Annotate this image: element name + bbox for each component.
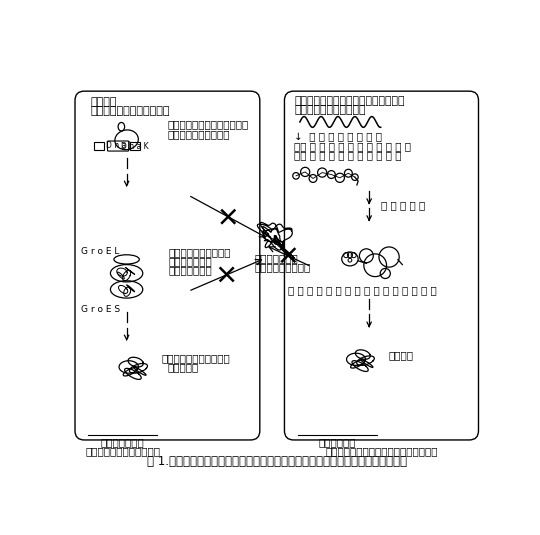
Text: な状態　　のタンパク質: な状態 のタンパク質 <box>294 105 366 115</box>
Text: （不溶性、不活性）: （不溶性、不活性） <box>254 262 310 272</box>
Text: 活性型の構造が: 活性型の構造が <box>169 256 213 266</box>
Text: 不活性タンパク質の活性型への変換過程: 不活性タンパク質の活性型への変換過程 <box>325 446 438 456</box>
Text: 活性型へ: 活性型へ <box>388 350 414 361</box>
Text: D n a J: D n a J <box>106 141 131 150</box>
Text: タンパク質の構造形成過程: タンパク質の構造形成過程 <box>85 446 160 456</box>
Text: 本技術による: 本技術による <box>319 438 356 448</box>
Bar <box>130 142 140 150</box>
Text: G r o E S: G r o E S <box>81 305 120 314</box>
Text: 新しく作られたタンパク質: 新しく作られたタンパク質 <box>90 106 170 116</box>
Text: 細胞内で: 細胞内で <box>90 97 117 108</box>
Text: ランダムな凝集を防止: ランダムな凝集を防止 <box>167 129 230 139</box>
Text: D n a K: D n a K <box>122 142 149 151</box>
Text: 凝 集 を 界 面 活 性 剤 が 阻 止: 凝 集 を 界 面 活 性 剤 が 阻 止 <box>294 150 402 160</box>
Text: 図 1.本技術による活性型への変換過程と生体内における酵素の構造形成との比較: 図 1.本技術による活性型への変換過程と生体内における酵素の構造形成との比較 <box>147 455 407 468</box>
Text: 形成されていく: 形成されていく <box>169 265 213 275</box>
Text: 細胞内の多くの因子が結合し: 細胞内の多くの因子が結合し <box>167 120 248 129</box>
Text: 変性剤により大きく広がったランダム: 変性剤により大きく広がったランダム <box>294 96 405 106</box>
Text: G r o E L: G r o E L <box>81 247 119 256</box>
Text: （活性型）: （活性型） <box>167 362 199 372</box>
Text: 変 性 剤 の 希 釈 に 伴 う 酵 素 の: 変 性 剤 の 希 釈 に 伴 う 酵 素 の <box>294 141 411 151</box>
Text: Ｃ Ａ の 添 加: Ｃ Ａ の 添 加 <box>381 201 425 210</box>
Text: 生体内における: 生体内における <box>101 438 145 448</box>
Text: Ｃ Ａ が 界 面 活 性 剤 を 徐 々 に 取 り 除 く: Ｃ Ａ が 界 面 活 性 剤 を 徐 々 に 取 り 除 く <box>288 285 437 295</box>
Bar <box>94 142 104 150</box>
Text: 正しい構造のタンパク質: 正しい構造のタンパク質 <box>161 353 230 363</box>
Text: 細胞内の因子の助けで: 細胞内の因子の助けで <box>169 247 232 257</box>
Text: 不規則な凝集体: 不規則な凝集体 <box>254 253 298 263</box>
Text: ↓  界 面 活 性 剤 の 添 加: ↓ 界 面 活 性 剤 の 添 加 <box>294 132 382 142</box>
